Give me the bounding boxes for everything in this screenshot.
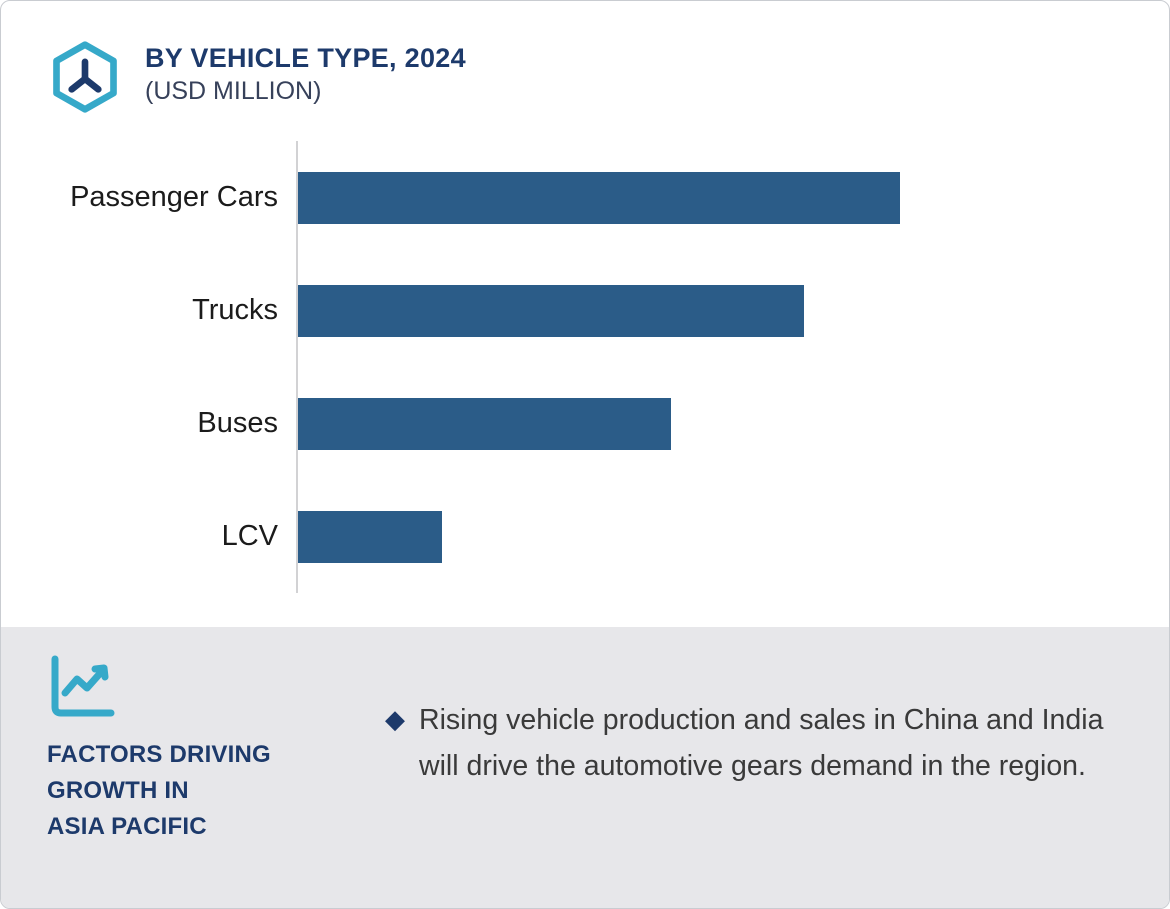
hexagon-gear-icon xyxy=(47,39,123,115)
bar xyxy=(298,284,804,337)
factors-panel: FACTORS DRIVING GROWTH IN ASIA PACIFIC ◆… xyxy=(1,627,1169,908)
category-label: Trucks xyxy=(192,294,278,326)
chart-row: Passenger Cars xyxy=(1,141,1169,254)
chart-row: Trucks xyxy=(1,254,1169,367)
bar xyxy=(298,397,672,450)
chart-titles: BY VEHICLE TYPE, 2024 (USD MILLION) xyxy=(145,39,466,106)
bar-track xyxy=(296,254,1169,367)
bar-chart: Passenger Cars Trucks Buses LCV xyxy=(1,141,1169,593)
diamond-bullet-icon: ◆ xyxy=(385,704,405,734)
bar-track xyxy=(296,141,1169,254)
chart-title: BY VEHICLE TYPE, 2024 xyxy=(145,43,466,73)
chart-row: LCV xyxy=(1,480,1169,593)
chart-row: Buses xyxy=(1,367,1169,480)
factors-bullet: ◆ Rising vehicle production and sales in… xyxy=(357,655,1121,880)
factors-panel-left: FACTORS DRIVING GROWTH IN ASIA PACIFIC xyxy=(47,655,327,880)
category-label: Passenger Cars xyxy=(70,181,278,213)
factors-heading: FACTORS DRIVING GROWTH IN ASIA PACIFIC xyxy=(47,741,271,840)
chart-subtitle: (USD MILLION) xyxy=(145,77,322,105)
category-label: LCV xyxy=(221,520,278,552)
factors-bullet-text: Rising vehicle production and sales in C… xyxy=(419,704,1104,783)
bar xyxy=(298,510,443,563)
bar-track xyxy=(296,480,1169,593)
chart-header: BY VEHICLE TYPE, 2024 (USD MILLION) xyxy=(1,1,1169,115)
bar xyxy=(298,171,900,224)
bar-track xyxy=(296,367,1169,480)
line-chart-icon xyxy=(51,655,115,717)
category-label: Buses xyxy=(197,407,278,439)
